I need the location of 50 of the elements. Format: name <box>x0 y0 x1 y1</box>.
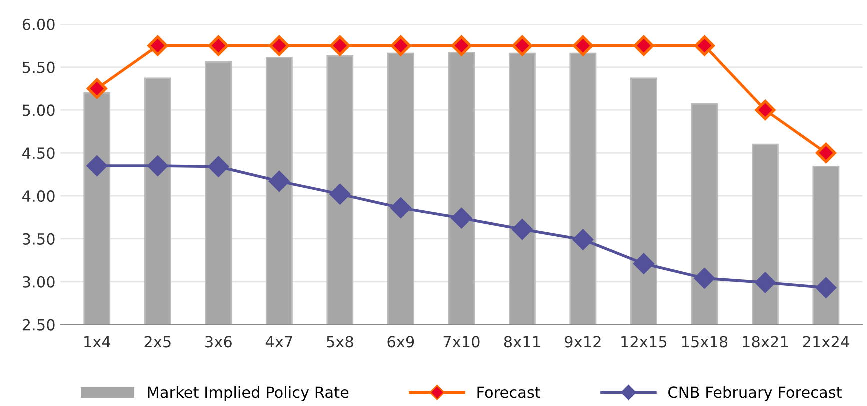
legend-label: Market Implied Policy Rate <box>148 386 349 402</box>
y-tick-label: 3.50 <box>22 233 55 245</box>
x-tick-label: 8x11 <box>504 336 540 348</box>
point <box>755 100 776 120</box>
point <box>390 36 412 56</box>
x-tick-label: 9x12 <box>565 336 601 348</box>
point <box>755 272 776 293</box>
legend-label: Forecast <box>478 386 541 398</box>
point <box>269 171 290 192</box>
point <box>208 156 229 178</box>
x-tick-label: 1x4 <box>84 336 111 348</box>
y-tick-label: 6.00 <box>22 18 55 30</box>
x-tick-label: 3x6 <box>206 336 232 348</box>
x-tick-label: 21x24 <box>803 336 850 348</box>
y-tick-label: 5.00 <box>22 104 55 116</box>
x-tick-label: 2x5 <box>144 336 171 348</box>
x-tick-label: 12x15 <box>622 336 667 348</box>
y-tick-label: 5.50 <box>22 62 55 74</box>
point <box>390 198 412 218</box>
point <box>816 278 836 298</box>
legend-label: CNB February Forecast <box>668 386 842 402</box>
x-tick-label: 6x9 <box>388 336 414 348</box>
y-tick-label: 4.50 <box>22 148 55 160</box>
point <box>634 254 654 274</box>
point <box>634 36 654 56</box>
point <box>451 36 472 56</box>
point <box>86 78 108 99</box>
point <box>816 142 836 164</box>
point <box>148 36 168 56</box>
point <box>512 219 533 240</box>
point <box>512 36 533 56</box>
point <box>330 184 350 205</box>
x-tick-label: 4x7 <box>266 336 292 348</box>
point <box>451 208 472 229</box>
x-tick-label: 5x8 <box>327 336 354 348</box>
point <box>208 36 229 56</box>
point <box>694 36 715 56</box>
x-tick-label: 15x18 <box>682 336 728 348</box>
point <box>86 156 108 176</box>
point <box>572 230 594 250</box>
y-tick-label: 4.00 <box>22 190 55 202</box>
x-tick-label: 7x10 <box>444 336 480 348</box>
y-tick-label: 3.00 <box>22 276 55 288</box>
x-tick-label: 18x21 <box>743 336 788 348</box>
point <box>572 36 594 56</box>
point <box>694 268 715 289</box>
point <box>148 156 168 176</box>
y-tick-label: 2.50 <box>22 319 55 331</box>
point <box>330 36 350 56</box>
point <box>269 36 290 56</box>
